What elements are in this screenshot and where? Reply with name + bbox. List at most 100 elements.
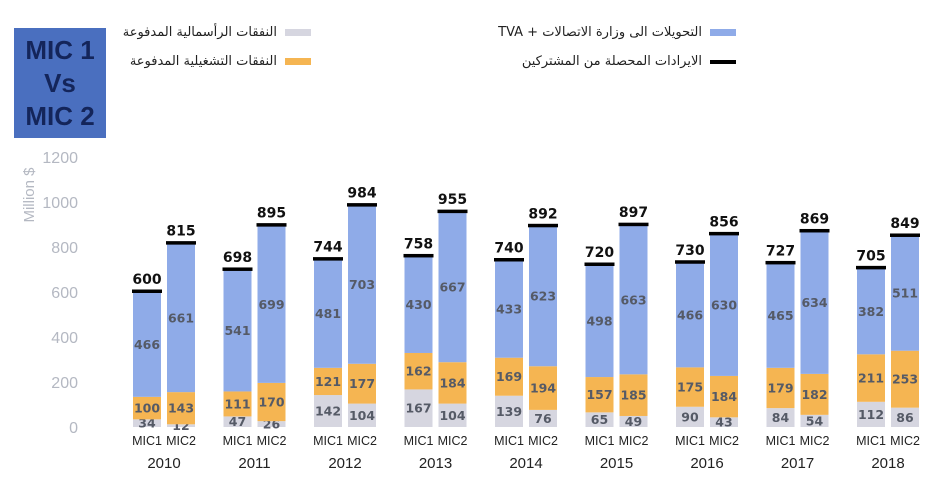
data-label-capex: 112 <box>858 407 884 422</box>
bar-segment-capex <box>495 395 523 427</box>
bar-segment-capex <box>314 395 342 427</box>
data-label-transfers: 465 <box>767 308 793 323</box>
data-label-opex: 253 <box>892 372 918 387</box>
bar-segment-transfers <box>585 265 614 378</box>
bar-segment-opex <box>766 367 795 409</box>
bar-segment-transfers <box>529 226 557 367</box>
bar-segment-opex <box>585 377 614 413</box>
bar-segment-transfers <box>167 243 195 393</box>
y-tick-label: 200 <box>51 375 78 392</box>
bar-segment-capex <box>619 415 648 427</box>
revenue-marker <box>347 203 377 207</box>
y-tick-label: 800 <box>51 240 78 257</box>
data-label-opex: 170 <box>258 395 284 410</box>
bar-segment-transfers <box>766 263 795 368</box>
x-tick-label-operator: MIC1 <box>766 434 796 448</box>
x-tick-label-operator: MIC1 <box>132 434 162 448</box>
x-tick-label-operator: MIC2 <box>257 434 287 448</box>
data-label-capex: 47 <box>229 414 246 429</box>
data-label-opex: 179 <box>767 380 793 395</box>
data-label-capex: 139 <box>496 404 522 419</box>
data-label-opex: 111 <box>224 396 250 411</box>
legend-item-revenue: الايرادات المحصلة من المشتركين <box>522 54 736 69</box>
y-axis-label: Million $ <box>21 167 38 223</box>
legend-swatch-capex <box>285 29 311 36</box>
x-tick-label-year: 2015 <box>600 455 633 472</box>
bar-segment-capex <box>800 414 829 427</box>
data-label-capex: 90 <box>681 409 699 424</box>
data-label-opex: 194 <box>530 381 556 396</box>
data-label-opex: 121 <box>315 374 341 389</box>
y-tick-label: 400 <box>51 330 78 347</box>
bar-segment-transfers <box>800 231 829 374</box>
bar-segment-capex <box>404 389 433 427</box>
legend-item-opex: النفقات التشغيلية المدفوعة <box>130 54 311 69</box>
data-label-transfers: 511 <box>892 286 918 301</box>
data-label-transfers: 466 <box>677 307 703 322</box>
bar-segment-opex <box>495 357 523 396</box>
revenue-marker <box>890 233 920 237</box>
data-label-opex: 184 <box>439 375 465 390</box>
x-tick-label-operator: MIC2 <box>890 434 920 448</box>
legend-label-revenue: الايرادات المحصلة من المشتركين <box>521 54 702 69</box>
revenue-marker <box>403 253 434 258</box>
revenue-marker <box>313 257 343 261</box>
revenue-marker <box>856 265 886 270</box>
data-label-opex: 177 <box>349 376 375 391</box>
legend-swatch-opex <box>285 58 311 65</box>
data-label-capex: 65 <box>591 412 608 427</box>
data-label-revenue: 815 <box>166 224 195 240</box>
y-tick-label: 0 <box>69 420 78 437</box>
x-tick-label-operator: MIC1 <box>585 434 615 448</box>
x-tick-label-operator: MIC2 <box>166 434 196 448</box>
bar-segment-transfers <box>404 256 433 353</box>
bar-segment-transfers <box>676 262 704 368</box>
data-label-opex: 184 <box>711 389 737 404</box>
data-label-capex: 76 <box>534 411 552 426</box>
data-label-revenue: 869 <box>800 211 829 227</box>
legend-swatch-transfers <box>710 29 736 36</box>
revenue-marker <box>494 258 524 262</box>
bar-segment-transfers <box>857 268 885 355</box>
x-tick-label-operator: MIC2 <box>709 434 739 448</box>
data-label-transfers: 699 <box>258 297 284 312</box>
bar-segment-opex <box>438 362 467 404</box>
data-label-opex: 162 <box>405 364 431 379</box>
revenue-marker <box>166 241 196 245</box>
revenue-marker <box>132 289 162 293</box>
bar-segment-transfers <box>223 269 252 392</box>
x-tick-label-year: 2014 <box>509 455 542 472</box>
legend-swatch-revenue <box>710 59 736 64</box>
data-label-opex: 185 <box>620 388 646 403</box>
bar-segment-transfers <box>133 292 161 397</box>
x-tick-label-operator: MIC1 <box>675 434 705 448</box>
data-label-transfers: 481 <box>315 306 341 321</box>
data-label-revenue: 897 <box>619 205 648 221</box>
legend-label-opex: النفقات التشغيلية المدفوعة <box>129 54 277 69</box>
revenue-marker <box>528 223 558 228</box>
data-label-transfers: 433 <box>496 301 522 316</box>
x-tick-label-operator: MIC1 <box>313 434 343 448</box>
bar-segment-capex <box>529 409 557 427</box>
data-label-capex: 84 <box>772 410 790 425</box>
x-tick-label-operator: MIC1 <box>404 434 434 448</box>
bar-segment-capex <box>891 407 919 427</box>
data-label-transfers: 498 <box>586 314 612 329</box>
data-label-capex: 86 <box>896 410 914 425</box>
revenue-marker <box>618 222 649 227</box>
data-label-revenue: 698 <box>223 250 252 266</box>
data-label-opex: 157 <box>586 387 612 402</box>
x-tick-label-year: 2017 <box>781 455 814 472</box>
data-label-opex: 182 <box>801 387 827 402</box>
data-label-revenue: 849 <box>890 216 919 232</box>
data-label-revenue: 984 <box>347 186 376 202</box>
y-tick-label: 1000 <box>42 195 78 212</box>
data-label-revenue: 727 <box>766 243 795 259</box>
revenue-marker <box>437 209 468 214</box>
data-label-revenue: 895 <box>257 206 286 222</box>
data-label-transfers: 663 <box>620 292 646 307</box>
data-label-transfers: 634 <box>801 295 827 310</box>
data-label-transfers: 667 <box>439 280 465 295</box>
data-label-revenue: 892 <box>528 206 557 222</box>
bar-segment-capex <box>676 406 704 427</box>
